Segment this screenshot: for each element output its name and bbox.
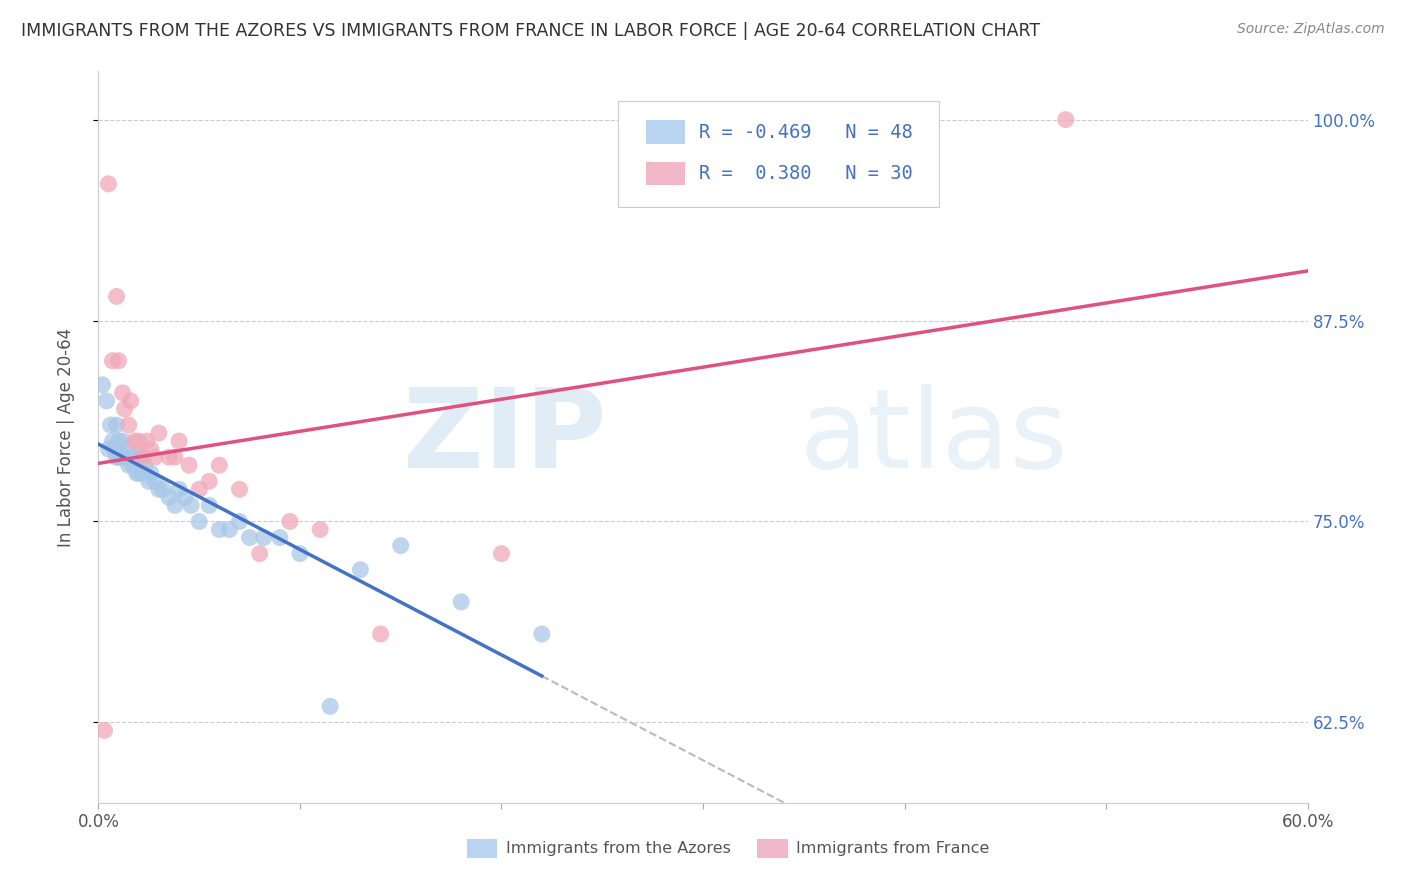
Point [319, 699, 342, 714]
Text: ZIP: ZIP [404, 384, 606, 491]
Point [163, 499, 186, 513]
Point [135, 434, 157, 449]
Point [101, 353, 124, 368]
Point [269, 531, 291, 545]
Point [132, 467, 155, 481]
Point [120, 393, 142, 408]
Point [228, 515, 250, 529]
Point [309, 523, 332, 537]
Point [389, 539, 412, 553]
Point [120, 450, 142, 465]
Point [105, 289, 128, 303]
Point [118, 450, 141, 465]
FancyBboxPatch shape [647, 162, 685, 186]
Text: Source: ZipAtlas.com: Source: ZipAtlas.com [1237, 22, 1385, 37]
Point [103, 442, 125, 457]
Point [124, 434, 146, 449]
Text: Immigrants from the Azores: Immigrants from the Azores [506, 840, 731, 855]
Point [249, 547, 271, 561]
Point [167, 483, 190, 497]
Point [134, 458, 156, 473]
Point [139, 467, 162, 481]
Point [118, 417, 141, 432]
Text: Immigrants from France: Immigrants from France [796, 840, 990, 855]
Point [143, 450, 166, 465]
Point [105, 417, 128, 432]
Point [118, 458, 141, 473]
Point [530, 627, 553, 641]
Text: IMMIGRANTS FROM THE AZORES VS IMMIGRANTS FROM FRANCE IN LABOR FORCE | AGE 20-64 : IMMIGRANTS FROM THE AZORES VS IMMIGRANTS… [21, 22, 1040, 40]
Point [208, 523, 231, 537]
Text: R = -0.469   N = 48: R = -0.469 N = 48 [699, 122, 912, 142]
Point [111, 385, 134, 400]
Point [124, 450, 146, 465]
Point [198, 475, 221, 489]
Point [218, 523, 240, 537]
Point [198, 499, 221, 513]
Y-axis label: In Labor Force | Age 20-64: In Labor Force | Age 20-64 [56, 327, 75, 547]
Point [180, 499, 202, 513]
Point [132, 450, 155, 465]
Point [91, 377, 114, 392]
Text: R =  0.380   N = 30: R = 0.380 N = 30 [699, 164, 912, 183]
Point [148, 483, 170, 497]
FancyBboxPatch shape [467, 839, 498, 858]
Point [288, 547, 311, 561]
Point [121, 458, 143, 473]
Point [107, 353, 129, 368]
Point [370, 627, 392, 641]
Point [111, 434, 134, 449]
FancyBboxPatch shape [647, 120, 685, 144]
Point [129, 450, 152, 465]
Point [96, 393, 118, 408]
FancyBboxPatch shape [619, 101, 939, 207]
Point [148, 425, 170, 440]
Point [139, 442, 162, 457]
Point [228, 483, 250, 497]
Point [157, 450, 180, 465]
Point [107, 450, 129, 465]
Point [152, 483, 174, 497]
Point [115, 442, 138, 457]
Point [349, 563, 371, 577]
Point [128, 467, 150, 481]
Point [143, 475, 166, 489]
Point [114, 450, 136, 465]
Point [114, 401, 136, 416]
Point [188, 483, 211, 497]
Point [105, 450, 128, 465]
Point [128, 434, 150, 449]
Point [138, 475, 160, 489]
Point [107, 434, 129, 449]
Point [110, 450, 132, 465]
Point [93, 723, 115, 738]
Point [491, 547, 513, 561]
Point [125, 467, 148, 481]
Point [253, 531, 276, 545]
Point [157, 491, 180, 505]
Text: atlas: atlas [800, 384, 1069, 491]
Point [163, 450, 186, 465]
Point [450, 595, 472, 609]
Point [208, 458, 231, 473]
Point [239, 531, 262, 545]
Point [278, 515, 301, 529]
Point [100, 417, 122, 432]
Point [101, 434, 124, 449]
FancyBboxPatch shape [758, 839, 787, 858]
Point [174, 491, 197, 505]
Point [167, 434, 190, 449]
Point [179, 458, 201, 473]
Point [1054, 112, 1077, 127]
Point [97, 442, 120, 457]
Point [97, 177, 120, 191]
Point [188, 515, 211, 529]
